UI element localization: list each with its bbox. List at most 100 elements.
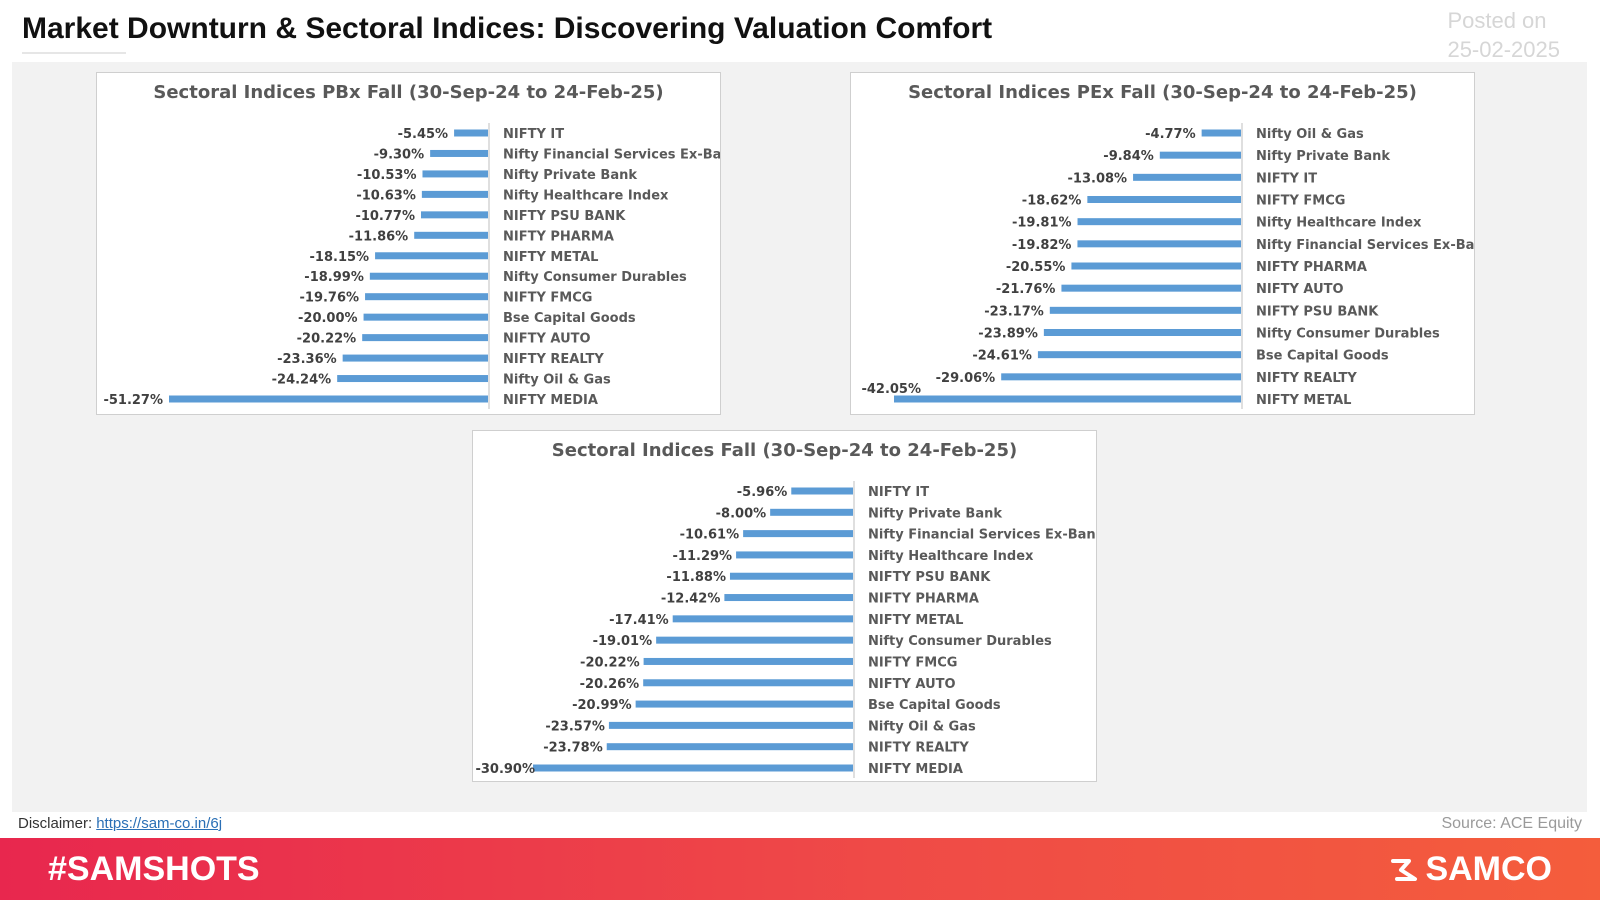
pex-fall-chart: Sectoral Indices PEx Fall (30-Sep-24 to … — [850, 72, 1475, 415]
data-label: -23.89% — [978, 327, 1038, 342]
bar — [743, 530, 853, 538]
data-label: -19.76% — [300, 291, 360, 306]
category-label: Nifty Healthcare Index — [868, 549, 1034, 564]
data-label: -51.27% — [103, 393, 163, 408]
category-label: Nifty Financial Services Ex-Bank — [1256, 238, 1474, 253]
category-label: NIFTY MEDIA — [868, 762, 963, 777]
category-label: NIFTY IT — [503, 127, 564, 142]
bar — [1071, 262, 1241, 270]
bar — [454, 129, 488, 137]
bar — [420, 211, 488, 219]
data-label: -4.77% — [1145, 127, 1196, 142]
data-label: -18.15% — [310, 250, 370, 265]
data-label: -24.24% — [272, 373, 332, 388]
data-label: -24.61% — [972, 349, 1032, 364]
bar — [643, 679, 853, 687]
bar — [342, 354, 488, 362]
data-label: -20.22% — [297, 332, 357, 347]
data-label: -12.42% — [661, 592, 721, 607]
bar — [533, 764, 853, 772]
bar — [1037, 351, 1241, 359]
category-label: Nifty Consumer Durables — [503, 270, 687, 285]
bar — [1133, 173, 1241, 181]
data-label: -29.06% — [936, 371, 996, 386]
title-underline — [22, 52, 126, 54]
category-label: Bse Capital Goods — [1256, 349, 1389, 364]
bar — [362, 334, 488, 342]
category-label: NIFTY AUTO — [503, 332, 591, 347]
bar — [608, 721, 853, 729]
bar — [337, 375, 488, 383]
category-label: NIFTY REALTY — [1256, 371, 1357, 386]
bar — [375, 252, 488, 260]
disclaimer: Disclaimer: https://sam-co.in/6j — [18, 815, 222, 832]
category-label: Bse Capital Goods — [503, 311, 636, 326]
hashtag: #SAMSHOTS — [48, 850, 260, 888]
category-label: Nifty Private Bank — [868, 506, 1002, 521]
data-label: -13.08% — [1068, 171, 1128, 186]
data-label: -20.00% — [298, 311, 358, 326]
category-label: Nifty Consumer Durables — [1256, 327, 1440, 342]
data-label: -8.00% — [716, 506, 767, 521]
data-label: -10.53% — [357, 168, 417, 183]
bar — [1043, 329, 1241, 336]
bar — [1061, 284, 1241, 292]
data-label: -30.90% — [475, 762, 535, 777]
posted-stamp: Posted on 25-02-2025 — [1447, 6, 1560, 64]
bar — [791, 487, 853, 495]
brand: SAMCO — [1389, 850, 1552, 889]
data-label: -19.01% — [593, 634, 653, 649]
chart-svg: Sectoral Indices PBx Fall (30-Sep-24 to … — [103, 82, 720, 409]
category-label: NIFTY METAL — [1256, 393, 1351, 408]
category-label: Nifty Healthcare Index — [1256, 216, 1422, 231]
category-label: NIFTY REALTY — [503, 352, 604, 367]
data-label: -10.77% — [355, 209, 415, 224]
chart-svg: Sectoral Indices PEx Fall (30-Sep-24 to … — [861, 82, 1474, 409]
data-label: -23.78% — [543, 741, 603, 756]
category-label: NIFTY METAL — [868, 613, 963, 628]
bar — [1087, 196, 1241, 203]
data-label: -23.57% — [545, 719, 605, 734]
category-label: NIFTY FMCG — [868, 655, 957, 670]
bar — [1077, 218, 1241, 226]
data-label: -11.29% — [673, 549, 733, 564]
category-label: NIFTY REALTY — [868, 741, 969, 756]
category-label: Nifty Oil & Gas — [868, 719, 976, 734]
category-label: Nifty Oil & Gas — [503, 373, 611, 388]
category-label: NIFTY PHARMA — [868, 592, 979, 607]
page-title: Market Downturn & Sectoral Indices: Disc… — [22, 12, 993, 45]
data-label: -18.62% — [1022, 194, 1082, 209]
brand-name: SAMCO — [1425, 850, 1552, 888]
category-label: NIFTY PHARMA — [503, 229, 614, 244]
bar — [421, 190, 488, 198]
category-label: NIFTY PSU BANK — [503, 209, 626, 224]
chart-svg: Sectoral Indices Fall (30-Sep-24 to 24-F… — [475, 440, 1096, 778]
bar — [369, 272, 488, 280]
data-label: -23.17% — [984, 304, 1044, 319]
category-label: Nifty Consumer Durables — [868, 634, 1052, 649]
bar — [656, 636, 853, 644]
category-label: Bse Capital Goods — [868, 698, 1001, 713]
pbx-fall-chart: Sectoral Indices PBx Fall (30-Sep-24 to … — [96, 72, 721, 415]
data-label: -9.84% — [1103, 149, 1154, 164]
bar — [736, 551, 853, 559]
data-label: -20.99% — [572, 698, 632, 713]
category-label: NIFTY AUTO — [868, 677, 956, 692]
category-label: Nifty Financial Services Ex-Bank — [868, 528, 1096, 543]
bar — [169, 395, 488, 403]
data-label: -18.99% — [304, 270, 364, 285]
data-label: -11.88% — [666, 570, 726, 585]
category-label: Nifty Oil & Gas — [1256, 127, 1364, 142]
category-label: NIFTY METAL — [503, 250, 598, 265]
disclaimer-link[interactable]: https://sam-co.in/6j — [96, 815, 223, 832]
chart-title: Sectoral Indices PBx Fall (30-Sep-24 to … — [153, 82, 663, 103]
category-label: NIFTY FMCG — [503, 291, 592, 306]
bar — [635, 700, 853, 708]
chart-title: Sectoral Indices PEx Fall (30-Sep-24 to … — [908, 82, 1417, 103]
bar — [1077, 240, 1241, 248]
charts-canvas: Sectoral Indices PBx Fall (30-Sep-24 to … — [12, 62, 1587, 812]
index-fall-chart: Sectoral Indices Fall (30-Sep-24 to 24-F… — [472, 430, 1097, 782]
data-label: -20.22% — [580, 655, 640, 670]
category-label: NIFTY IT — [868, 485, 929, 500]
bar — [606, 743, 853, 751]
